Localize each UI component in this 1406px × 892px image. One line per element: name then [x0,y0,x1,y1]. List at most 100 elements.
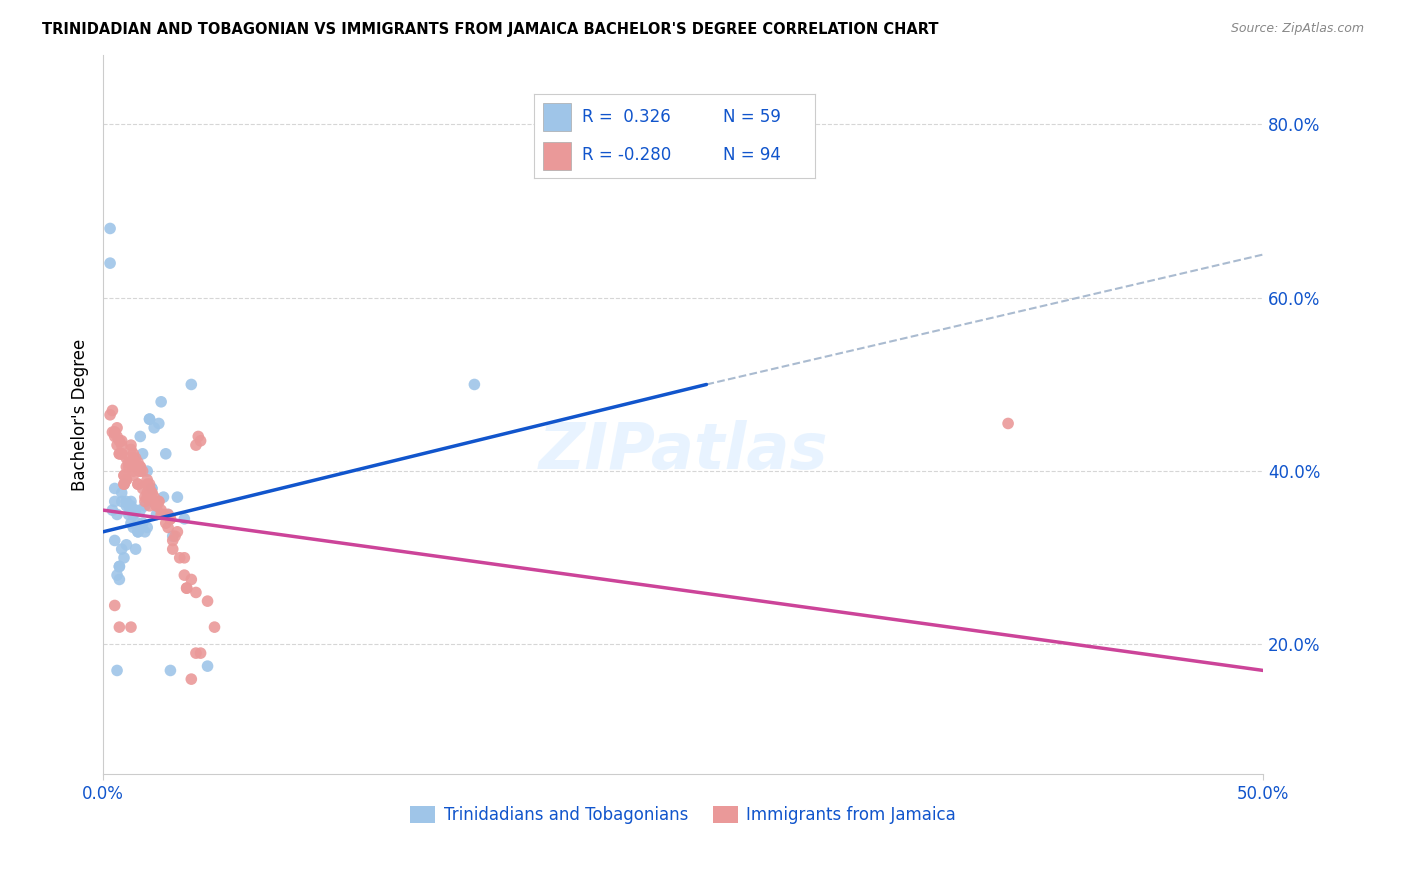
Point [118,508,141,522]
Point [138,482,160,496]
Point [145,508,167,522]
Point [141,485,163,500]
Point [101,503,124,517]
Point [127,524,149,539]
Point [155,516,177,530]
Point [176,581,198,595]
Point [197,659,219,673]
Point [111,485,134,500]
Point [134,490,156,504]
Point [120,438,142,452]
Point [138,499,160,513]
Text: R = -0.280: R = -0.280 [582,146,671,164]
Point [173,568,195,582]
Point [122,508,145,522]
Point [162,529,184,543]
Point [104,425,127,439]
Point [111,434,134,448]
Point [115,451,138,466]
Point [136,520,159,534]
Point [105,568,128,582]
Point [101,403,124,417]
Point [120,494,142,508]
Point [138,482,160,496]
Point [184,585,207,599]
Point [108,559,131,574]
Point [157,508,180,522]
Point [152,490,174,504]
Point [112,477,135,491]
Point [111,542,134,557]
Point [141,485,163,500]
Point [131,516,153,530]
Point [129,459,152,474]
Point [122,520,145,534]
Point [129,459,152,474]
Point [204,620,226,634]
Point [162,542,184,557]
Point [173,550,195,565]
Point [157,508,180,522]
Point [115,538,138,552]
Point [108,434,131,448]
Point [98,221,121,235]
Point [136,485,159,500]
Point [169,550,191,565]
Point [122,464,145,478]
Point [141,482,163,496]
Point [997,417,1019,431]
Point [115,494,138,508]
Point [150,394,173,409]
Point [118,459,141,474]
Point [173,512,195,526]
Point [127,516,149,530]
Point [122,451,145,466]
Point [112,468,135,483]
Point [124,459,146,474]
Point [131,464,153,478]
Point [138,412,160,426]
Point [143,490,166,504]
Point [129,503,152,517]
Point [124,503,146,517]
Point [134,494,156,508]
Point [115,473,138,487]
Point [112,550,135,565]
Point [129,464,152,478]
Point [136,473,159,487]
Point [118,455,141,469]
Text: R =  0.326: R = 0.326 [582,108,671,126]
Point [159,664,181,678]
Point [104,599,127,613]
Point [157,520,180,534]
Point [159,512,181,526]
Point [108,620,131,634]
Point [138,412,160,426]
Point [104,494,127,508]
Point [105,508,128,522]
Point [129,429,152,443]
Point [120,442,142,457]
Point [184,646,207,660]
Point [120,516,142,530]
Point [148,494,170,508]
Point [127,455,149,469]
Point [190,434,212,448]
Point [124,451,146,466]
Point [131,447,153,461]
Point [159,512,181,526]
Point [108,573,131,587]
Point [104,482,127,496]
Text: TRINIDADIAN AND TOBAGONIAN VS IMMIGRANTS FROM JAMAICA BACHELOR'S DEGREE CORRELAT: TRINIDADIAN AND TOBAGONIAN VS IMMIGRANTS… [42,22,939,37]
Point [127,477,149,491]
Point [111,494,134,508]
Point [127,524,149,539]
Point [180,573,202,587]
Point [148,417,170,431]
Point [166,524,188,539]
Point [155,447,177,461]
Point [134,499,156,513]
Text: N = 94: N = 94 [723,146,780,164]
Point [129,464,152,478]
Point [111,447,134,461]
